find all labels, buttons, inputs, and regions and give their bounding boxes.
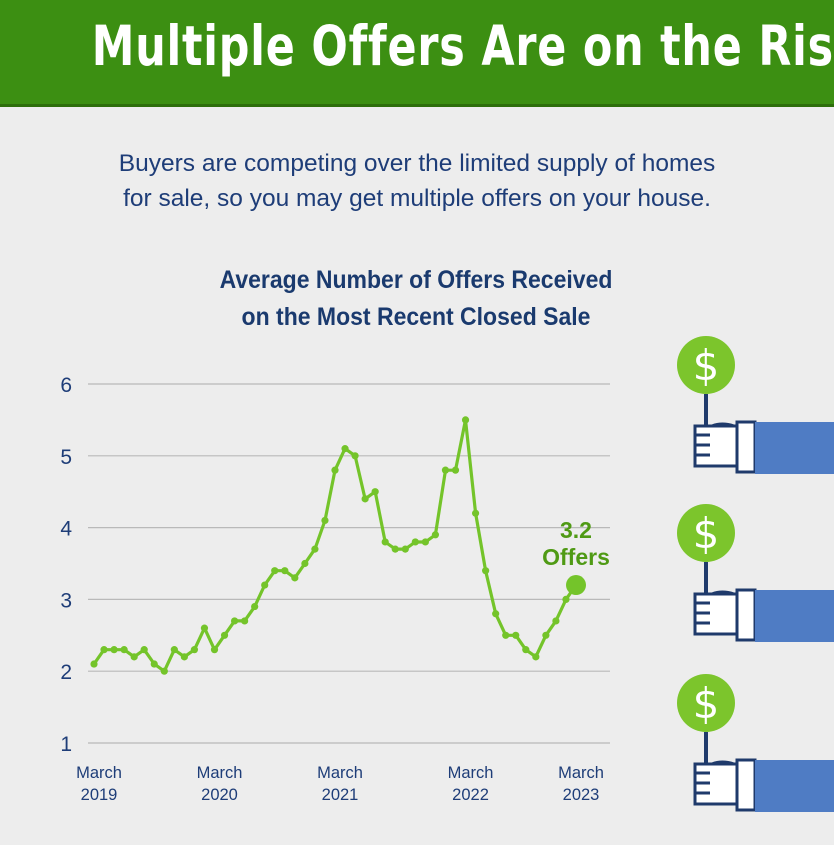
data-point [371, 488, 379, 496]
data-point [170, 646, 178, 654]
data-point [431, 531, 440, 539]
data-point [391, 545, 399, 553]
svg-text:$: $ [693, 509, 720, 558]
data-point [140, 646, 148, 654]
x-tick-label: 2019 [81, 786, 118, 804]
data-point [451, 466, 460, 474]
chart-title-line-2: on the Most Recent Closed Sale [241, 303, 591, 331]
svg-text:$: $ [693, 341, 720, 390]
y-tick-label: 1 [60, 733, 72, 756]
chart-title-line-1: Average Number of Offers Received [219, 266, 613, 294]
x-tick-label: 2023 [563, 786, 600, 804]
data-point [251, 602, 259, 611]
data-point [421, 538, 429, 546]
data-point [411, 538, 419, 546]
data-point [271, 567, 279, 575]
data-point [522, 646, 530, 654]
x-tick-label: 2021 [322, 786, 359, 804]
latest-data-point [566, 575, 586, 596]
annotation-value: 3.2 [560, 517, 592, 543]
x-tick-label: March [448, 764, 494, 782]
subtitle-line-1: Buyers are competing over the limited su… [118, 150, 716, 177]
x-tick-label: March [558, 764, 604, 782]
data-point [200, 624, 209, 632]
data-point [532, 653, 540, 661]
data-point [512, 631, 520, 639]
y-tick-label: 6 [60, 374, 72, 397]
data-point [331, 466, 339, 474]
data-point [381, 538, 389, 546]
data-point [502, 631, 510, 639]
data-point [341, 445, 349, 453]
data-point [351, 452, 359, 460]
y-tick-label: 5 [60, 446, 72, 469]
data-point [210, 646, 219, 654]
data-point [90, 660, 98, 668]
hand-dollar-sign-icon: $ [677, 504, 834, 642]
data-point [461, 416, 470, 424]
x-tick-label: 2020 [201, 786, 238, 804]
data-point [100, 646, 108, 654]
line-chart: 1 2 3 4 5 6 March 2019 March 2020 March 2021 March 20… [60, 374, 610, 804]
annotation-label: Offers [542, 544, 610, 570]
page-title: Multiple Offers Are on the Rise [91, 14, 834, 78]
data-point [441, 466, 450, 474]
data-point [190, 646, 199, 654]
data-point [542, 631, 550, 639]
data-point [301, 559, 309, 568]
data-point [552, 617, 560, 625]
x-tick-label: March [197, 764, 243, 782]
hand-dollar-sign-icon: $ [677, 674, 834, 812]
data-point [401, 545, 409, 553]
data-point [281, 567, 289, 575]
x-tick-label: March [317, 764, 363, 782]
data-point [321, 516, 329, 525]
data-point [241, 617, 249, 625]
x-tick-label: March [76, 764, 122, 782]
y-tick-label: 3 [60, 589, 72, 612]
chart-title: Average Number of Offers Received on the… [153, 262, 679, 336]
data-point [562, 595, 570, 603]
data-point [110, 646, 118, 654]
x-tick-label: 2022 [452, 786, 489, 804]
data-point [482, 567, 490, 575]
data-point [361, 495, 369, 503]
data-point [311, 545, 319, 553]
title-banner: Multiple Offers Are on the Rise [0, 0, 834, 107]
data-point [160, 667, 168, 675]
data-point [150, 660, 158, 668]
subtitle: Buyers are competing over the limited su… [60, 146, 774, 216]
data-point [261, 581, 269, 589]
data-point [120, 646, 128, 654]
data-point [130, 653, 138, 661]
subtitle-line-2: for sale, so you may get multiple offers… [123, 185, 711, 212]
data-point [180, 653, 188, 661]
hand-dollar-sign-icon: $ [677, 336, 834, 474]
y-tick-label: 4 [60, 518, 72, 541]
y-tick-label: 2 [60, 661, 72, 684]
svg-text:$: $ [693, 679, 720, 728]
data-point [291, 574, 299, 582]
data-point [230, 617, 239, 625]
data-point [220, 631, 229, 639]
data-point [492, 610, 500, 618]
data-point [471, 509, 480, 517]
